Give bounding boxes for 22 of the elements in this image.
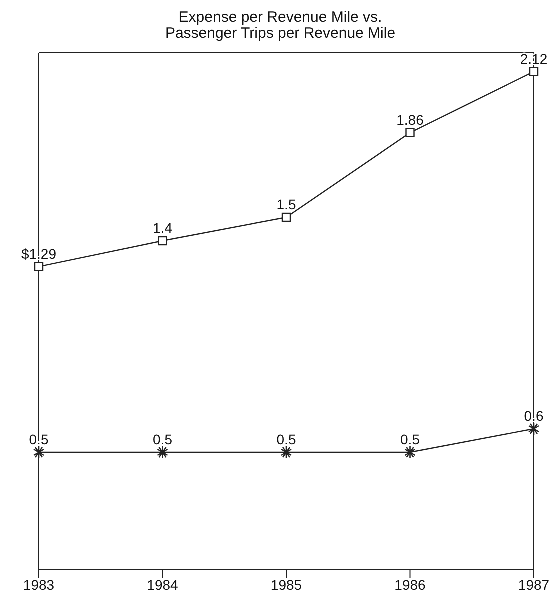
- x-tick-label: 1983: [23, 576, 55, 593]
- data-label: 0.5: [400, 432, 420, 448]
- point: [528, 422, 540, 436]
- point: [158, 236, 168, 246]
- x-tick-label: 1985: [270, 576, 302, 593]
- point: [157, 446, 168, 460]
- x-tick-label: 1984: [147, 576, 179, 593]
- point: [529, 67, 539, 76]
- data-label: 1.4: [153, 220, 173, 236]
- data-label: 1.86: [396, 112, 424, 128]
- chart-title: Expense per Revenue Mile vs. Passenger Trips per Revenue Mile: [164, 8, 397, 44]
- x-tick-label: 1986: [394, 576, 426, 593]
- data-label: 1.5: [276, 196, 296, 212]
- data-label: 0.5: [276, 432, 296, 448]
- x-tick-label: 1987: [518, 576, 550, 593]
- data-label: 0.5: [153, 432, 173, 448]
- point: [34, 262, 44, 272]
- point: [404, 446, 416, 460]
- point: [280, 446, 292, 460]
- point: [406, 128, 415, 138]
- point: [282, 212, 292, 222]
- point: [33, 446, 45, 460]
